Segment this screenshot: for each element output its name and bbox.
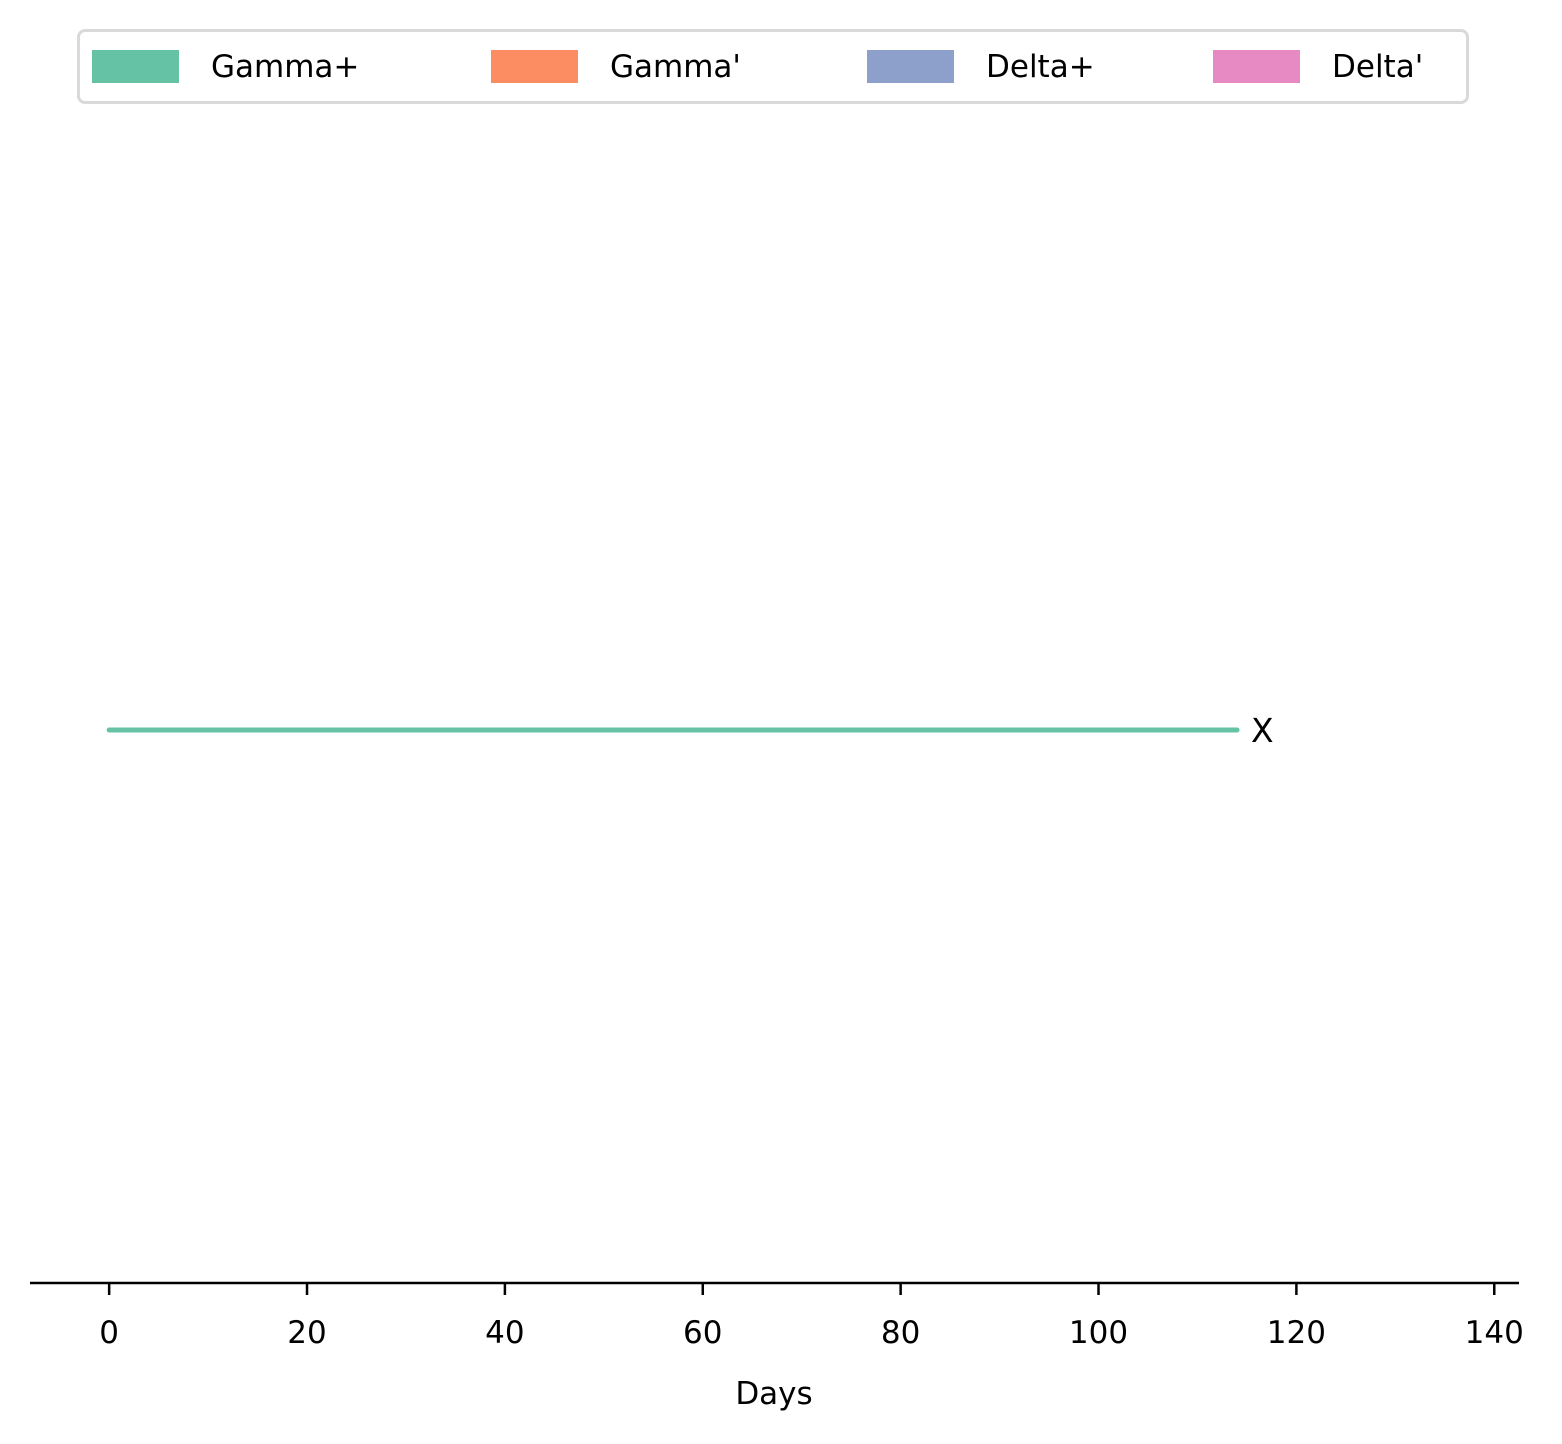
legend-item-gamma-plus: Gamma+ (92, 32, 359, 101)
x-tick-label: 20 (287, 1315, 326, 1351)
x-tick-label: 60 (683, 1315, 722, 1351)
legend-swatch-delta-prime (1213, 50, 1300, 83)
x-axis-ticks: 0 20 40 60 80 100 120 140 (99, 1283, 1524, 1351)
x-tick-label: 100 (1069, 1315, 1128, 1351)
legend-item-delta-plus: Delta+ (867, 32, 1095, 101)
x-tick-label: 80 (881, 1315, 920, 1351)
legend-swatch-gamma-plus (92, 50, 179, 83)
legend-item-delta-prime: Delta' (1213, 32, 1423, 101)
x-tick-label: 0 (99, 1315, 119, 1351)
legend-swatch-gamma-prime (491, 50, 578, 83)
legend-label-delta-plus: Delta+ (986, 48, 1095, 85)
legend-label-delta-prime: Delta' (1332, 48, 1424, 85)
series-marks: X (106, 711, 1274, 750)
x-tick-label: 140 (1465, 1315, 1524, 1351)
x-tick-label: 40 (485, 1315, 524, 1351)
legend: Gamma+ Gamma' Delta+ Delta' (77, 29, 1469, 104)
x-axis-label: Days (735, 1376, 812, 1412)
x-tick-label: 120 (1267, 1315, 1326, 1351)
legend-label-gamma-prime: Gamma' (610, 48, 741, 85)
legend-item-gamma-prime: Gamma' (491, 32, 741, 101)
series-end-marker: X (1251, 711, 1274, 750)
legend-swatch-delta-plus (867, 50, 954, 83)
legend-label-gamma-plus: Gamma+ (211, 48, 360, 85)
